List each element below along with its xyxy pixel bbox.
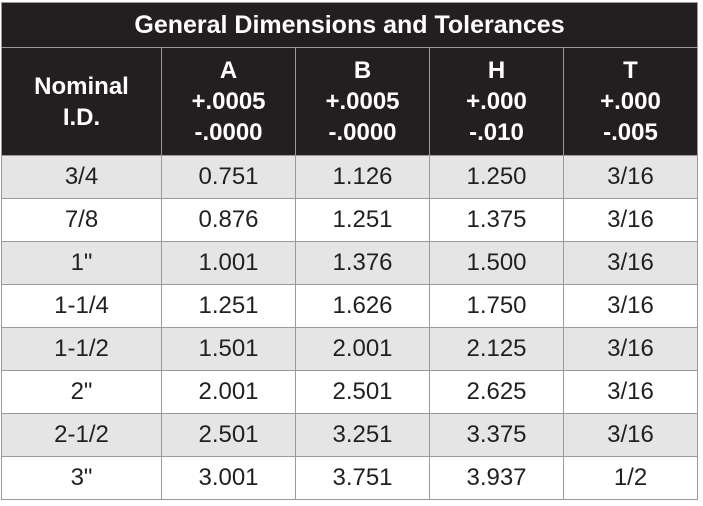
cell-nominal-id: 1-1/4	[1, 284, 162, 328]
header-line: -.005	[603, 119, 658, 146]
table-row: 2" 2.001 2.501 2.625 3/16	[1, 370, 698, 414]
cell-a: 2.001	[161, 370, 296, 414]
cell-nominal-id: 3"	[1, 456, 162, 500]
header-line: Nominal	[34, 72, 129, 100]
cell-a: 3.001	[161, 456, 296, 500]
cell-t: 3/16	[563, 327, 698, 371]
cell-b: 2.001	[295, 327, 430, 371]
header-line: -.010	[469, 119, 524, 146]
cell-h: 1.250	[429, 155, 564, 199]
cell-nominal-id: 1-1/2	[1, 327, 162, 371]
table-row: 3/4 0.751 1.126 1.250 3/16	[1, 155, 698, 199]
cell-h: 3.375	[429, 413, 564, 457]
cell-b: 1.126	[295, 155, 430, 199]
table-row: 2-1/2 2.501 3.251 3.375 3/16	[1, 413, 698, 457]
cell-nominal-id: 2"	[1, 370, 162, 414]
cell-b: 1.251	[295, 198, 430, 242]
table-title: General Dimensions and Tolerances	[1, 2, 698, 48]
cell-t: 3/16	[563, 284, 698, 328]
cell-t: 3/16	[563, 155, 698, 199]
cell-nominal-id: 3/4	[1, 155, 162, 199]
table-row: 1-1/2 1.501 2.001 2.125 3/16	[1, 327, 698, 371]
header-line: +.000	[600, 88, 661, 115]
column-header-nominal-id: Nominal I.D.	[1, 47, 162, 156]
cell-nominal-id: 1"	[1, 241, 162, 285]
header-line: A	[219, 57, 238, 84]
cell-b: 3.751	[295, 456, 430, 500]
cell-t: 3/16	[563, 370, 698, 414]
cell-h: 1.500	[429, 241, 564, 285]
header-line: B	[353, 57, 372, 84]
cell-h: 2.625	[429, 370, 564, 414]
header-line: +.000	[466, 88, 527, 115]
header-line: T	[623, 57, 638, 84]
cell-b: 2.501	[295, 370, 430, 414]
header-line: H	[487, 57, 506, 84]
column-header-t: T +.000 -.005	[563, 47, 698, 156]
header-line: -.0000	[194, 119, 263, 146]
header-line: +.0005	[191, 88, 266, 115]
cell-nominal-id: 7/8	[1, 198, 162, 242]
header-line: +.0005	[325, 88, 400, 115]
column-header-a: A +.0005 -.0000	[161, 47, 296, 156]
column-header-b: B +.0005 -.0000	[295, 47, 430, 156]
header-line: I.D.	[62, 103, 101, 131]
cell-a: 1.001	[161, 241, 296, 285]
cell-t: 1/2	[563, 456, 698, 500]
cell-b: 1.376	[295, 241, 430, 285]
cell-a: 0.751	[161, 155, 296, 199]
column-header-h: H +.000 -.010	[429, 47, 564, 156]
table-title-row: General Dimensions and Tolerances	[1, 2, 698, 48]
cell-nominal-id: 2-1/2	[1, 413, 162, 457]
table-row: 1" 1.001 1.376 1.500 3/16	[1, 241, 698, 285]
cell-h: 2.125	[429, 327, 564, 371]
cell-t: 3/16	[563, 198, 698, 242]
cell-a: 2.501	[161, 413, 296, 457]
cell-t: 3/16	[563, 413, 698, 457]
cell-a: 1.251	[161, 284, 296, 328]
table-row: 7/8 0.876 1.251 1.375 3/16	[1, 198, 698, 242]
dimensions-table-wrapper: General Dimensions and Tolerances Nomina…	[1, 2, 698, 500]
table-row: 1-1/4 1.251 1.626 1.750 3/16	[1, 284, 698, 328]
cell-h: 1.750	[429, 284, 564, 328]
header-line: -.0000	[328, 119, 397, 146]
cell-b: 3.251	[295, 413, 430, 457]
cell-b: 1.626	[295, 284, 430, 328]
cell-h: 3.937	[429, 456, 564, 500]
cell-a: 1.501	[161, 327, 296, 371]
table-row: 3" 3.001 3.751 3.937 1/2	[1, 456, 698, 500]
dimensions-table: General Dimensions and Tolerances Nomina…	[1, 2, 698, 500]
cell-t: 3/16	[563, 241, 698, 285]
column-header-row: Nominal I.D. A +.0005 -.0000 B +.0005 -.…	[1, 47, 698, 156]
cell-a: 0.876	[161, 198, 296, 242]
cell-h: 1.375	[429, 198, 564, 242]
